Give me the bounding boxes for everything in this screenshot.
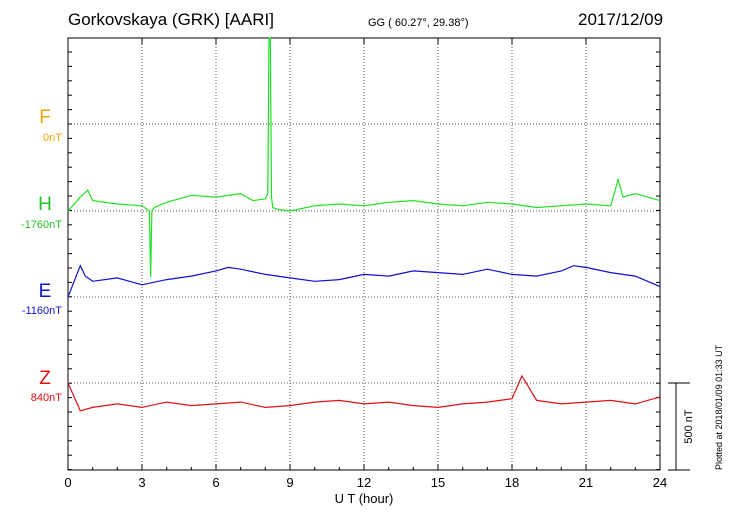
component-label-e: E <box>38 281 52 302</box>
x-tick-label: 6 <box>212 475 219 490</box>
trace-z <box>67 374 661 412</box>
x-tick-label: 9 <box>286 475 293 490</box>
x-axis-label: U T (hour) <box>335 491 394 506</box>
baseline-label-z: 840nT <box>30 392 62 404</box>
scale-bar: 500 nT <box>668 382 695 471</box>
plotted-timestamp: Plotted at 2018/01/09 01:33 UT <box>714 344 724 470</box>
baseline-label-e: -1160nT <box>21 305 62 317</box>
station-coordinates: GG ( 60.27°, 29.38°) <box>368 17 469 29</box>
x-tick-label: 24 <box>653 475 667 490</box>
x-tick-label: 0 <box>64 475 71 490</box>
x-tick-label: 18 <box>505 475 519 490</box>
baseline-label-f: 0nT <box>43 132 62 144</box>
data-traces <box>67 37 661 412</box>
x-tick-label: 15 <box>431 475 445 490</box>
chart-date: 2017/12/09 <box>578 10 664 29</box>
station-title: Gorkovskaya (GRK) [AARI] <box>68 10 274 29</box>
trace-e <box>67 264 661 298</box>
component-label-f: F <box>39 107 51 128</box>
component-label-z: Z <box>39 368 51 389</box>
scale-bar-label: 500 nT <box>683 409 695 444</box>
x-tick-label: 3 <box>138 475 145 490</box>
x-tick-label: 21 <box>579 475 593 490</box>
component-label-h: H <box>38 194 52 215</box>
baseline-label-h: -1760nT <box>21 219 62 231</box>
trace-h <box>67 37 661 278</box>
x-axis-ticks: 0 3 6 9 12 15 18 21 24 <box>64 38 667 490</box>
chart-grid <box>68 38 660 470</box>
x-tick-label: 12 <box>357 475 371 490</box>
